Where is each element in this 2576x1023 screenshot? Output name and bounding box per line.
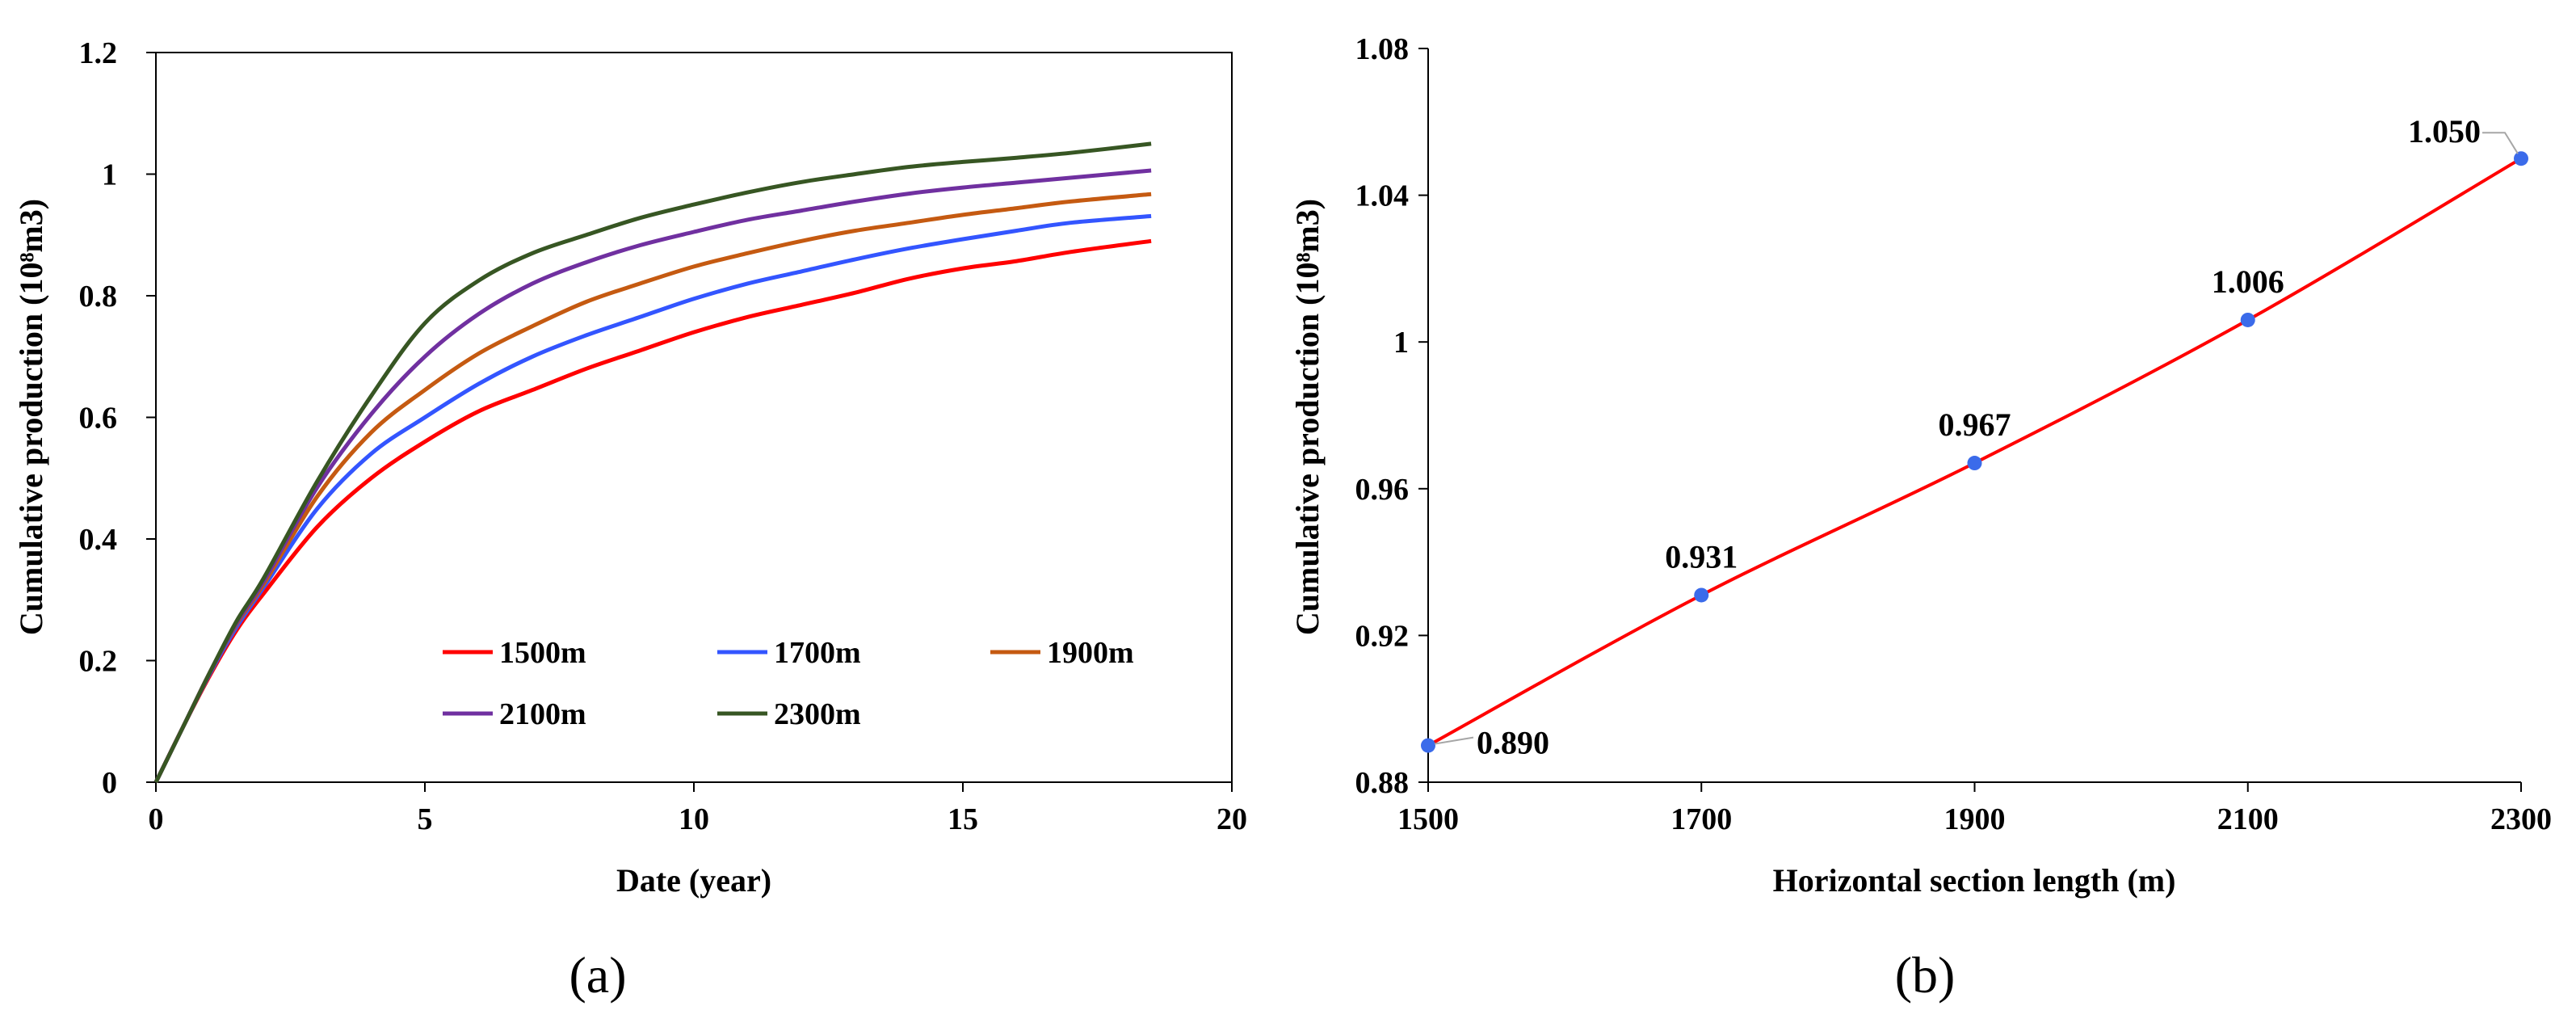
chart-a-y-ticks: 0 0.2 0.4 0.6 0.8 1 1.2 xyxy=(79,36,156,800)
chart-a: 0 5 10 15 20 0 0.2 0.4 0.6 0.8 1 1.2 Date (year) C… xyxy=(13,36,1247,1004)
chart-a-legend: 1500m 1700m 1900m 2100m 2300m xyxy=(443,636,1134,731)
chart-b-data-point xyxy=(2240,312,2255,327)
chart-b-x-tick-label: 1900 xyxy=(1944,802,2006,836)
chart-a-y-axis-label: Cumulative production (10⁸m3) xyxy=(13,199,49,635)
chart-b-data-label: 0.931 xyxy=(1665,538,1738,575)
chart-b-x-axis-label: Horizontal section length (m) xyxy=(1773,862,2176,899)
chart-a-series-line-1500m xyxy=(153,238,1152,784)
chart-a-x-ticks: 0 5 10 15 20 xyxy=(149,782,1247,836)
chart-b-data-label: 0.890 xyxy=(1477,725,1549,761)
chart-b-x-tick-label: 1700 xyxy=(1670,802,1732,836)
chart-b-y-tick-label: 0.96 xyxy=(1355,473,1410,507)
chart-a-x-tick-label: 20 xyxy=(1217,802,1247,836)
chart-a-plot-frame xyxy=(155,52,1233,783)
chart-b-x-tick-label: 2100 xyxy=(2217,802,2279,836)
chart-a-x-tick-label: 5 xyxy=(418,802,433,836)
chart-b-data-point xyxy=(1421,738,1435,753)
chart-b-y-tick-label: 0.92 xyxy=(1355,619,1410,653)
chart-b-series-line xyxy=(1427,157,2523,747)
chart-b-data-label: 0.967 xyxy=(1939,406,2011,443)
chart-a-x-axis-label: Date (year) xyxy=(616,862,771,899)
chart-b-x-ticks: 1500 1700 1900 2100 2300 xyxy=(1397,782,2552,836)
chart-a-y-tick-label: 1.2 xyxy=(79,36,118,70)
chart-a-y-tick-label: 0.8 xyxy=(79,280,118,314)
chart-b: 1500 1700 1900 2100 2300 0.88 0.92 0.96 1 1.04 1.… xyxy=(1289,32,2552,1004)
chart-b-leader-line xyxy=(2482,132,2519,154)
chart-a-y-tick-label: 0.2 xyxy=(79,645,118,679)
chart-b-x-tick-label: 2300 xyxy=(2490,802,2552,836)
legend-label-1900m: 1900m xyxy=(1047,636,1134,670)
chart-a-x-tick-label: 10 xyxy=(679,802,709,836)
chart-a-series-line-2300m xyxy=(153,141,1152,784)
chart-b-y-tick-label: 1 xyxy=(1393,326,1409,360)
chart-a-y-tick-label: 1 xyxy=(102,158,117,192)
legend-label-1700m: 1700m xyxy=(774,636,861,670)
chart-b-y-axis-label: Cumulative production (10⁸m3) xyxy=(1289,199,1326,635)
chart-b-y-tick-label: 0.88 xyxy=(1355,766,1410,800)
chart-b-data-label: 1.006 xyxy=(2212,263,2284,300)
chart-b-y-tick-label: 1.04 xyxy=(1355,179,1410,213)
legend-label-2100m: 2100m xyxy=(499,697,586,731)
chart-b-data-point xyxy=(1967,456,1982,471)
chart-a-y-tick-label: 0.4 xyxy=(79,523,118,557)
chart-b-y-tick-label: 1.08 xyxy=(1355,32,1410,66)
chart-b-data-point xyxy=(1694,587,1709,603)
chart-a-y-tick-label: 0.6 xyxy=(79,402,118,436)
chart-b-data-label: 1.050 xyxy=(2408,113,2481,149)
chart-a-series-line-1900m xyxy=(153,192,1152,784)
chart-b-y-ticks: 0.88 0.92 0.96 1 1.04 1.08 xyxy=(1355,32,1428,800)
chart-a-panel-label: (a) xyxy=(569,946,626,1004)
chart-a-y-tick-label: 0 xyxy=(102,766,117,800)
chart-b-data-point xyxy=(2514,151,2528,166)
chart-b-series: 0.890 0.931 0.967 1.006 1.050 xyxy=(1421,113,2528,761)
chart-b-leader-line xyxy=(1434,736,1474,745)
legend-label-1500m: 1500m xyxy=(499,636,586,670)
chart-b-panel-label: (b) xyxy=(1895,946,1956,1004)
chart-a-series xyxy=(153,141,1152,784)
legend-label-2300m: 2300m xyxy=(774,697,861,731)
chart-a-x-tick-label: 0 xyxy=(149,802,164,836)
chart-a-x-tick-label: 15 xyxy=(948,802,978,836)
chart-b-x-tick-label: 1500 xyxy=(1397,802,1459,836)
